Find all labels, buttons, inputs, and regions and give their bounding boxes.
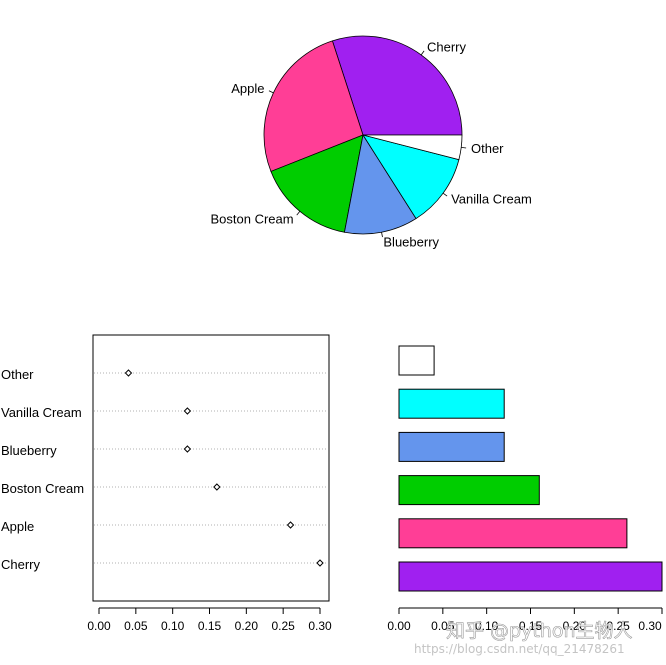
dot-x-tick-label: 0.30: [308, 619, 332, 633]
pie-label-apple: Apple: [231, 81, 264, 96]
dot-label-apple: Apple: [1, 519, 34, 534]
pie-label-vanilla-cream: Vanilla Cream: [451, 192, 532, 207]
bar-apple: [398, 518, 628, 549]
bar-x-tick-label: 0.20: [563, 619, 587, 633]
pie-label-cherry: Cherry: [427, 39, 467, 54]
dot-x-tick-label: 0.00: [87, 619, 111, 633]
pie-label-blueberry: Blueberry: [383, 235, 439, 250]
watermark-url: https://blog.csdn.net/qq_21478261: [414, 642, 625, 656]
dot-chart: Cherry Apple Boston Cream Blueberry Vanilla …: [1, 334, 332, 633]
pie-slice-boston-cream: [270, 134, 364, 233]
pie-leader-apple: [268, 90, 274, 94]
dot-point-vanilla-cream: [183, 407, 192, 415]
pie-leader-other: [461, 147, 467, 149]
watermark-main: 知乎 @python生物人: [446, 620, 633, 642]
dot-x-tick-label: 0.10: [161, 619, 185, 633]
bar-x-tick-label: 0.30: [638, 619, 662, 633]
watermark: 知乎 @python生物人 https://blog.csdn.net/qq_2…: [414, 620, 633, 656]
bar-x-tick-label: 0.05: [431, 619, 455, 633]
dot-label-boston-cream: Boston Cream: [1, 481, 84, 496]
dot-x-tick-label: 0.20: [235, 619, 259, 633]
pie-slice-apple: [263, 40, 364, 172]
bar-x-tick-label: 0.15: [519, 619, 543, 633]
bar-x-tick-label: 0.00: [387, 619, 411, 633]
dot-point-cherry: [316, 559, 324, 567]
bar-vanilla-cream: [398, 388, 505, 419]
pie-leader-boston-cream: [296, 211, 301, 216]
bar-cherry: [398, 561, 663, 592]
bar-x-tick-label: 0.25: [606, 619, 630, 633]
pie-chart: Cherry Apple Boston Cream Blueberry Vanilla …: [211, 35, 532, 250]
bar-x-tick-label: 0.10: [475, 619, 499, 633]
dot-label-other: Other: [1, 367, 34, 382]
bar-blueberry: [398, 431, 505, 462]
pie-leader-blueberry: [381, 232, 383, 238]
pie-leader-cherry: [420, 50, 425, 56]
dot-x-tick-label: 0.05: [124, 619, 148, 633]
bar-boston-cream: [398, 475, 540, 506]
dot-label-cherry: Cherry: [1, 557, 41, 572]
bar-other: [398, 345, 435, 376]
dot-point-other: [124, 369, 133, 377]
dot-label-vanilla-cream: Vanilla Cream: [1, 405, 82, 420]
bar-chart: 0.00 0.05 0.10 0.15 0.20 0.25 0.30: [387, 345, 663, 633]
dot-x-tick-label: 0.15: [198, 619, 222, 633]
dot-point-apple: [286, 521, 295, 529]
pie-slice-cherry: [331, 35, 463, 136]
pie-label-other: Other: [471, 141, 504, 156]
pie-label-boston-cream: Boston Cream: [211, 211, 294, 226]
dot-x-tick-label: 0.25: [271, 619, 295, 633]
dot-point-boston-cream: [213, 483, 221, 491]
dot-label-blueberry: Blueberry: [1, 443, 57, 458]
dot-plot-frame: [92, 334, 330, 602]
pie-leader-vanilla-cream: [442, 192, 448, 197]
dot-point-blueberry: [183, 445, 192, 453]
